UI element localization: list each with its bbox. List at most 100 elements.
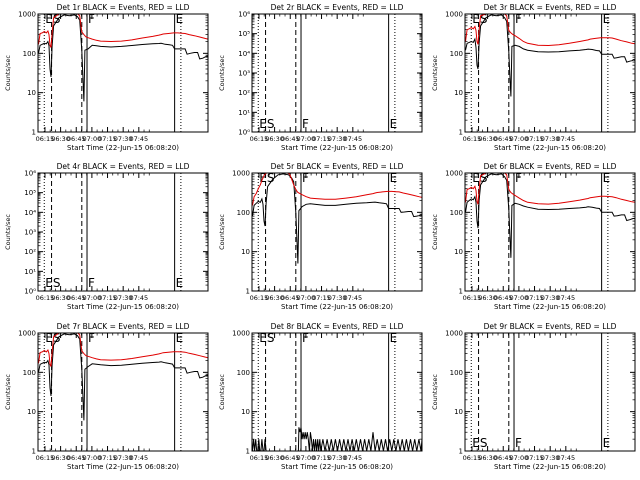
x-tick-label: 07:45 <box>556 135 575 143</box>
x-tick-label: 07:15 <box>525 294 544 302</box>
plot-frame <box>37 332 209 452</box>
x-tick-label: 06:45 <box>281 294 300 302</box>
x-tick-label: 07:45 <box>343 454 362 462</box>
x-tick-label: 06:45 <box>67 135 86 143</box>
x-axis-label: Start Time (22-Jun-15 06:08:20) <box>494 303 606 311</box>
event-marker-label: F <box>515 436 522 450</box>
x-tick-label: 06:30 <box>478 135 497 143</box>
x-tick-label: 07:30 <box>328 454 347 462</box>
plot-frame <box>464 172 636 292</box>
event-marker-label: F <box>302 117 309 131</box>
y-axis-label: Counts/sec <box>4 374 12 410</box>
plot-frame <box>251 332 423 452</box>
x-tick-label: 07:30 <box>114 454 133 462</box>
y-tick-label: 10⁵ <box>24 189 36 197</box>
detector-plot: Det 3r BLACK = Events, RED = LLD Counts/s… <box>431 3 636 152</box>
event-marker-label: E <box>603 436 611 450</box>
x-tick-label: 06:30 <box>51 454 70 462</box>
y-tick-label: 1000 <box>445 330 463 338</box>
y-tick-label: 10⁶ <box>24 170 36 178</box>
y-tick-label: 100 <box>237 369 250 377</box>
x-axis-label: Start Time (22-Jun-15 06:08:20) <box>67 463 179 471</box>
y-tick-label: 10⁶ <box>238 11 250 19</box>
x-tick-label: 07:15 <box>98 294 117 302</box>
x-tick-label: 06:30 <box>265 135 284 143</box>
y-tick-label: 10⁵ <box>238 30 250 38</box>
x-tick-label: 06:30 <box>51 294 70 302</box>
plot-title: Det 3r BLACK = Events, RED = LLD <box>484 3 617 12</box>
x-tick-label: 07:30 <box>114 294 133 302</box>
x-tick-label: 06:15 <box>463 135 482 143</box>
x-tick-label: 07:15 <box>312 135 331 143</box>
event-marker-label: E <box>176 276 184 290</box>
x-tick-label: 07:45 <box>129 294 148 302</box>
y-tick-label: 1 <box>32 129 36 137</box>
event-marker-label: ES <box>472 436 487 450</box>
x-tick-label: 07:15 <box>312 294 331 302</box>
y-tick-label: 10 <box>454 408 463 416</box>
plot-frame <box>464 13 636 133</box>
y-axis-label: Counts/sec <box>431 55 439 91</box>
x-axis-label: Start Time (22-Jun-15 06:08:20) <box>281 144 393 152</box>
y-tick-label: 1000 <box>18 11 36 19</box>
y-axis-label: Counts/sec <box>431 214 439 250</box>
x-tick-label: 07:30 <box>114 135 133 143</box>
y-tick-label: 10⁴ <box>24 209 36 217</box>
x-tick-label: 06:45 <box>494 135 513 143</box>
y-tick-label: 10¹ <box>238 109 250 117</box>
series-line-red <box>38 332 209 367</box>
x-tick-label: 06:45 <box>67 294 86 302</box>
y-tick-label: 10⁰ <box>24 288 36 296</box>
x-axis-label: Start Time (22-Jun-15 06:08:20) <box>281 463 393 471</box>
event-marker-label: E <box>603 12 611 26</box>
series-line-red <box>465 13 636 47</box>
event-marker-label: F <box>302 171 309 185</box>
y-tick-label: 10¹ <box>24 268 36 276</box>
y-axis-label: Counts/sec <box>218 214 226 250</box>
y-tick-label: 1000 <box>445 170 463 178</box>
y-tick-label: 10 <box>454 89 463 97</box>
x-tick-label: 06:45 <box>281 454 300 462</box>
series-line-black <box>465 173 636 258</box>
plot-title: Det 9r BLACK = Events, RED = LLD <box>484 322 617 331</box>
x-tick-label: 07:00 <box>510 135 529 143</box>
x-tick-label: 06:15 <box>36 454 55 462</box>
event-marker-label: E <box>176 331 184 345</box>
plot-title: Det 6r BLACK = Events, RED = LLD <box>484 162 617 171</box>
x-tick-label: 07:45 <box>556 454 575 462</box>
y-tick-label: 1 <box>459 448 463 456</box>
plot-frame <box>37 172 209 292</box>
event-marker-label: F <box>515 171 522 185</box>
y-tick-label: 1000 <box>232 330 250 338</box>
y-tick-label: 100 <box>237 209 250 217</box>
x-tick-label: 07:45 <box>129 135 148 143</box>
x-tick-label: 07:45 <box>343 294 362 302</box>
y-tick-label: 10² <box>238 89 250 97</box>
series-line-black <box>252 427 423 452</box>
x-tick-label: 06:45 <box>281 135 300 143</box>
detector-plot: Det 6r BLACK = Events, RED = LLD Counts/s… <box>431 162 636 311</box>
y-tick-label: 10 <box>241 248 250 256</box>
detector-plot: Det 7r BLACK = Events, RED = LLD Counts/s… <box>4 322 209 471</box>
x-axis-label: Start Time (22-Jun-15 06:08:20) <box>281 303 393 311</box>
series-line-black <box>465 14 636 97</box>
y-axis-label: Counts/sec <box>4 55 12 91</box>
x-tick-label: 06:15 <box>463 294 482 302</box>
y-tick-label: 100 <box>23 50 36 58</box>
series-line-red <box>38 13 209 48</box>
x-axis-label: Start Time (22-Jun-15 06:08:20) <box>494 463 606 471</box>
x-axis-label: Start Time (22-Jun-15 06:08:20) <box>494 144 606 152</box>
x-tick-label: 07:15 <box>98 454 117 462</box>
y-tick-label: 1 <box>459 129 463 137</box>
event-marker-label: E <box>390 171 398 185</box>
x-tick-label: 07:15 <box>98 135 117 143</box>
plot-frame <box>251 13 423 133</box>
x-tick-label: 06:30 <box>478 454 497 462</box>
y-tick-label: 1 <box>246 288 250 296</box>
x-tick-label: 06:45 <box>494 454 513 462</box>
x-axis-label: Start Time (22-Jun-15 06:08:20) <box>67 144 179 152</box>
event-marker-label: E <box>390 117 398 131</box>
y-tick-label: 10² <box>24 248 36 256</box>
x-tick-label: 07:15 <box>525 135 544 143</box>
y-tick-label: 1 <box>459 288 463 296</box>
